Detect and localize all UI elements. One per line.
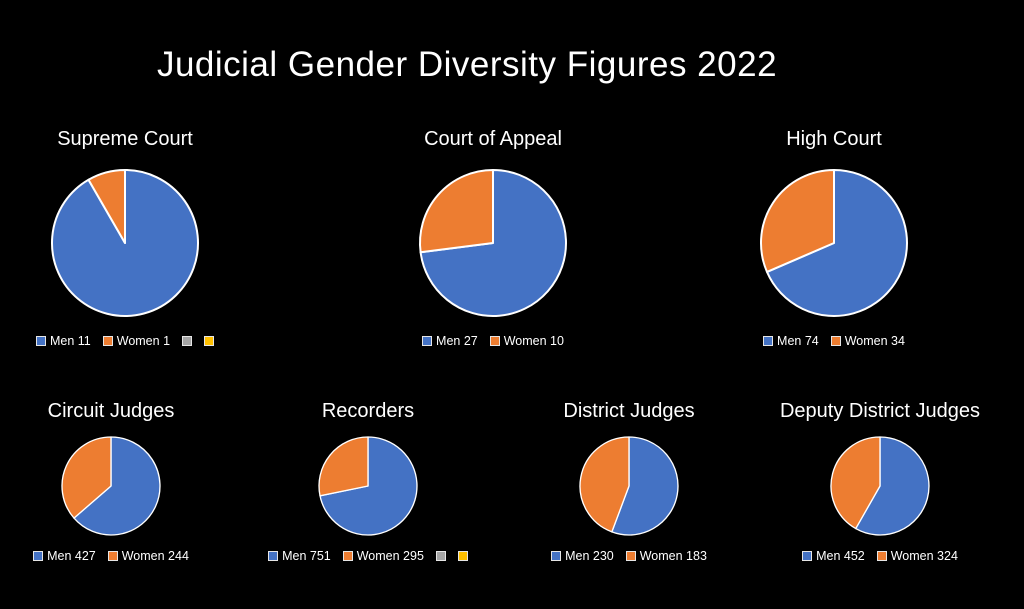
pie-slice-men — [765, 169, 908, 317]
pie-slice-men — [73, 436, 161, 536]
legend: Men 427 Women 244 — [33, 549, 189, 563]
legend-item: Men 751 — [268, 549, 331, 563]
chart-title: Circuit Judges — [47, 400, 175, 422]
legend-item: Men 427 — [33, 549, 96, 563]
legend-swatch — [422, 336, 433, 346]
legend-item: Women 183 — [625, 549, 707, 563]
legend: Men 751 Women 295 — [268, 549, 468, 563]
legend-swatch — [551, 551, 562, 561]
legend: Men 452 Women 324 — [802, 549, 958, 563]
legend-item: Men 452 — [802, 549, 865, 563]
pie-slice-men — [611, 436, 679, 536]
pie-chart-circuit-judges: Circuit Judges Men 427 Women 244 — [4, 392, 218, 563]
legend: Men 74 Women 34 — [763, 334, 905, 348]
pie — [318, 436, 418, 536]
legend-swatch — [268, 551, 279, 561]
legend-label: Men 74 — [777, 334, 819, 348]
pie — [579, 436, 679, 536]
legend-label: Women 1 — [116, 334, 171, 348]
legend-item: Women 295 — [342, 549, 424, 563]
legend-swatch — [435, 551, 446, 561]
legend-swatch — [204, 336, 215, 346]
pie-slice-women — [579, 436, 630, 533]
pie — [830, 436, 930, 536]
legend-swatch — [33, 551, 44, 561]
legend-swatch — [802, 551, 813, 561]
legend-label: Men 427 — [47, 549, 96, 563]
pie-slice-women — [760, 169, 835, 273]
page-title: Judicial Gender Diversity Figures 2022 — [156, 45, 778, 84]
pie — [760, 169, 908, 317]
pie-slice-women — [87, 169, 126, 244]
chart-title: Court of Appeal — [424, 128, 562, 150]
legend-item: Men 74 — [763, 334, 819, 348]
pie-chart-court-of-appeal: Court of Appeal Men 27 Women 10 — [386, 120, 600, 348]
legend-label: Women 324 — [890, 549, 958, 563]
chart-title: Supreme Court — [57, 128, 193, 150]
legend: Men 11 Women 1 — [35, 334, 215, 348]
legend-item — [204, 336, 215, 346]
pie — [61, 436, 161, 536]
chart-title: District Judges — [563, 400, 695, 422]
legend-swatch — [182, 336, 193, 346]
pie — [51, 169, 199, 317]
pie — [419, 169, 567, 317]
pie-slice-women — [318, 436, 369, 497]
legend-swatch — [876, 551, 887, 561]
legend: Men 230 Women 183 — [551, 549, 707, 563]
legend-item — [435, 551, 446, 561]
legend-swatch — [763, 336, 774, 346]
legend-label: Men 27 — [436, 334, 478, 348]
legend-swatch — [457, 551, 468, 561]
legend-swatch — [35, 336, 46, 346]
legend-label: Women 183 — [639, 549, 707, 563]
legend-label: Men 751 — [282, 549, 331, 563]
chart-title: High Court — [786, 128, 882, 150]
legend-swatch — [342, 551, 353, 561]
pie-chart-supreme-court: Supreme Court Men 11 Women 1 — [18, 120, 232, 348]
legend-label: Women 34 — [844, 334, 905, 348]
pie-chart-district-judges: District Judges Men 230 Women 183 — [522, 392, 736, 563]
legend-item: Women 1 — [102, 334, 171, 348]
pie-slice-women — [61, 436, 112, 519]
pie-slice-women — [419, 169, 494, 254]
pie-chart-high-court: High Court Men 74 Women 34 — [727, 120, 941, 348]
legend-label: Men 230 — [565, 549, 614, 563]
pie-chart-recorders: Recorders Men 751 Women 295 — [261, 392, 475, 563]
pie-slice-women — [830, 436, 881, 530]
legend-item — [457, 551, 468, 561]
legend-label: Men 11 — [49, 334, 91, 348]
legend-item: Men 11 — [35, 334, 91, 348]
legend-swatch — [102, 336, 113, 346]
legend-item: Women 10 — [489, 334, 564, 348]
legend-swatch — [830, 336, 841, 346]
legend: Men 27 Women 10 — [422, 334, 564, 348]
legend-item: Women 324 — [876, 549, 958, 563]
legend-label: Women 244 — [121, 549, 189, 563]
legend-item: Women 244 — [107, 549, 189, 563]
pie-slice-men — [855, 436, 930, 536]
legend-label: Women 295 — [356, 549, 424, 563]
chart-title: Recorders — [321, 400, 415, 422]
legend-item: Men 27 — [422, 334, 478, 348]
legend-swatch — [625, 551, 636, 561]
legend-item: Men 230 — [551, 549, 614, 563]
pie-chart-deputy-district-judges: Deputy District Judges Men 452 Women 324 — [773, 392, 987, 563]
legend-label: Men 452 — [816, 549, 865, 563]
legend-swatch — [489, 336, 500, 346]
legend-swatch — [107, 551, 118, 561]
chart-title: Deputy District Judges — [779, 400, 981, 422]
legend-label: Women 10 — [503, 334, 564, 348]
legend-item: Women 34 — [830, 334, 905, 348]
legend-item — [182, 336, 193, 346]
